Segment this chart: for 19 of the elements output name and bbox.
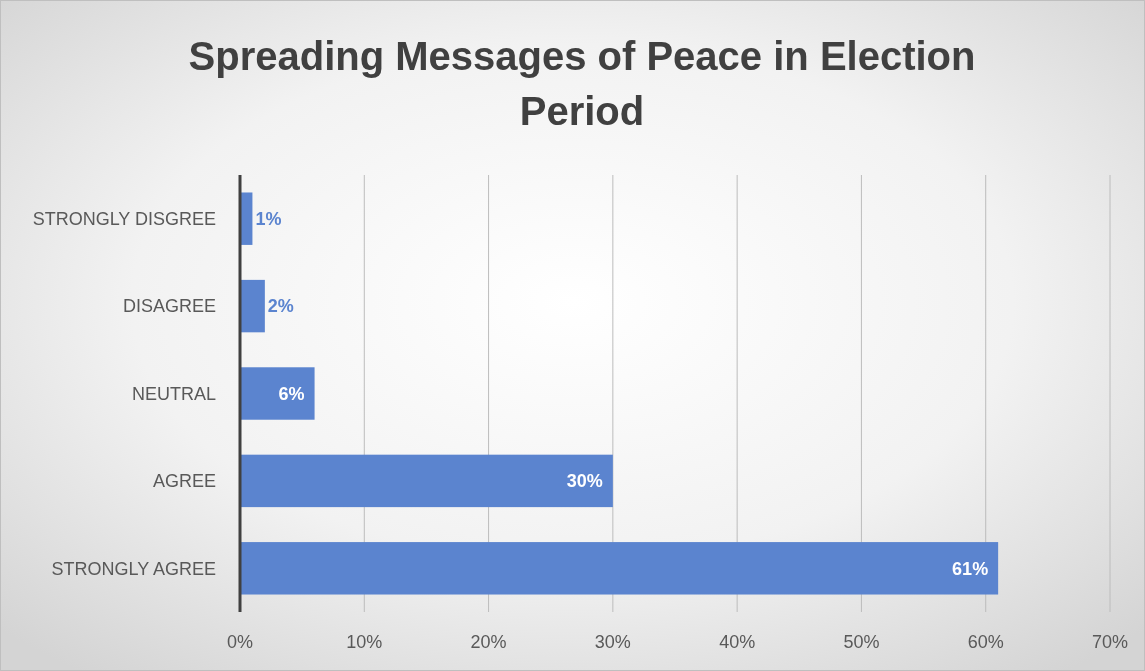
- data-label: 30%: [566, 471, 603, 492]
- y-tick-label: AGREE: [152, 471, 216, 492]
- data-label: 2%: [267, 296, 294, 317]
- x-tick-label: 70%: [1091, 632, 1129, 652]
- data-label: 1%: [255, 209, 282, 229]
- data-label: 61%: [952, 558, 989, 579]
- chart-title: Spreading Messages of Peace in Election Period: [188, 34, 976, 133]
- x-tick-label: 40%: [719, 632, 756, 652]
- x-tick-label: 10%: [346, 632, 383, 652]
- y-tick-label: STRONGLY DISGREE: [32, 209, 216, 229]
- y-tick-label: NEUTRAL: [131, 383, 216, 404]
- x-tick-label: 50%: [843, 632, 880, 652]
- x-tick-label: 60%: [967, 632, 1004, 652]
- y-tick-label: DISAGREE: [122, 296, 216, 317]
- y-tick-label: STRONGLY AGREE: [51, 558, 216, 579]
- x-tick-label: 0%: [226, 632, 254, 652]
- x-tick-label: 30%: [594, 632, 631, 652]
- data-label: 6%: [278, 383, 305, 404]
- x-tick-label: 20%: [470, 632, 507, 652]
